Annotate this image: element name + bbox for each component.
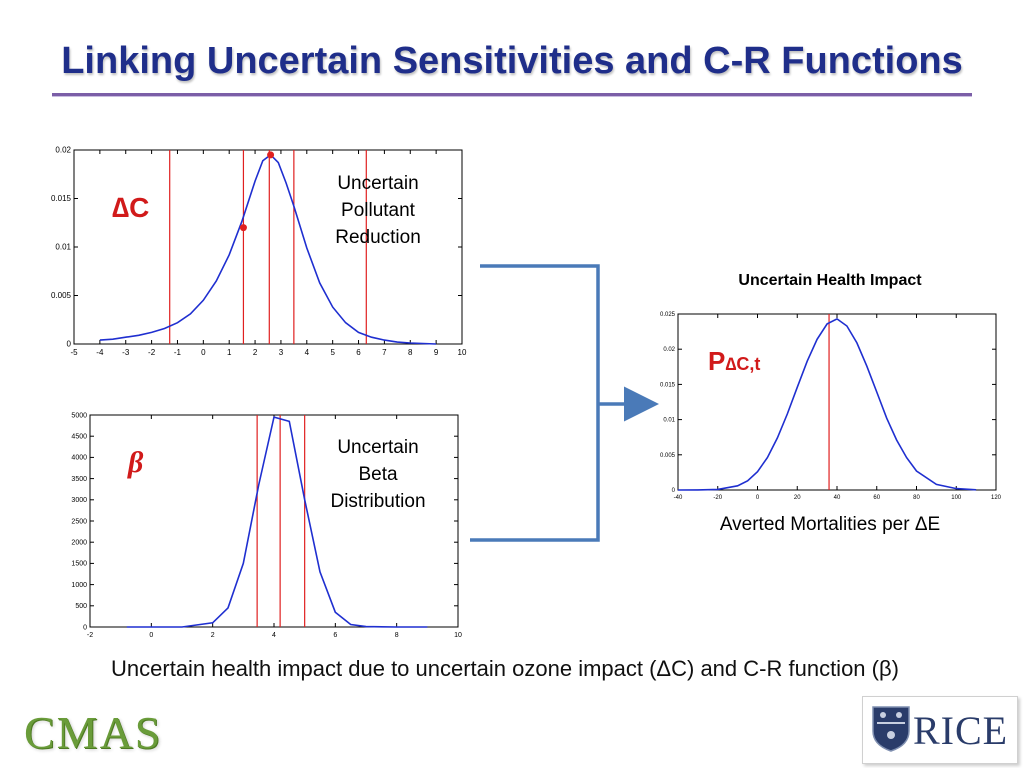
p-symbol-subscript: ∆C,t xyxy=(725,354,761,374)
x-tick-label: 0 xyxy=(149,632,153,639)
health-chart-title: Uncertain Health Impact xyxy=(738,272,922,289)
series-line xyxy=(126,416,428,628)
x-tick-label: 2 xyxy=(211,632,215,639)
x-tick-label: 6 xyxy=(333,632,337,639)
rice-logo-text: RICE xyxy=(913,708,1009,753)
x-tick-label: 7 xyxy=(382,348,387,357)
x-tick-label: 1 xyxy=(227,348,232,357)
x-tick-label: 6 xyxy=(356,348,361,357)
title-divider-shadow xyxy=(52,96,972,97)
x-tick-label: 10 xyxy=(458,348,467,357)
pollutant-caption: Uncertain Pollutant Reduction xyxy=(318,170,438,251)
pollutant-caption-line-1: Uncertain xyxy=(337,173,419,194)
beta-caption-line-2: Beta xyxy=(358,464,398,485)
y-tick-label: 0 xyxy=(672,488,676,494)
x-tick-label: -2 xyxy=(148,348,156,357)
y-tick-label: 500 xyxy=(75,603,87,610)
beta-caption-line-1: Uncertain xyxy=(337,437,419,458)
plot-frame xyxy=(73,149,463,345)
x-tick-label: 4 xyxy=(305,348,310,357)
health-chart: -40 -20 0 20 40 60 80 100 120 0 0.005 0.01 0.015 0.02… xyxy=(660,312,1002,501)
cmas-logo: CMAS xyxy=(24,707,163,758)
x-tick-label: 120 xyxy=(991,495,1002,501)
slide-title: Linking Uncertain Sensitivities and C-R … xyxy=(61,40,963,82)
x-tick-label: 0 xyxy=(201,348,206,357)
x-tick-label: 20 xyxy=(794,495,801,501)
y-tick-label: 2500 xyxy=(71,518,87,525)
y-tick-label: 3000 xyxy=(71,497,87,504)
marker-point xyxy=(239,224,247,232)
y-tick-label: 0.02 xyxy=(55,146,71,155)
y-tick-label: 1000 xyxy=(71,582,87,589)
x-tick-label: -5 xyxy=(70,348,78,357)
y-tick-label: 0.01 xyxy=(55,243,71,252)
x-tick-label: 8 xyxy=(395,632,399,639)
beta-caption: Uncertain Beta Distribution xyxy=(318,434,438,515)
plot-frame xyxy=(89,414,459,628)
y-tick-label: 2000 xyxy=(71,540,87,547)
x-tick-label: 10 xyxy=(454,632,462,639)
delta-c-symbol: ∆C xyxy=(112,192,150,223)
connector-top-line xyxy=(470,264,600,542)
y-tick-label: 0.025 xyxy=(660,312,676,318)
p-symbol-letter: P xyxy=(708,346,726,376)
x-tick-label: 60 xyxy=(873,495,880,501)
bottom-caption: Uncertain health impact due to uncertain… xyxy=(111,656,899,681)
y-tick-label: 1500 xyxy=(71,561,87,568)
beta-caption-line-3: Distribution xyxy=(330,491,426,512)
health-x-label: Averted Mortalities per ΔE xyxy=(719,514,941,535)
x-tick-label: -4 xyxy=(96,348,104,357)
beta-chart: -2 0 2 4 6 8 100500100015002000250030003500400… xyxy=(71,412,462,639)
y-tick-label: 3500 xyxy=(71,476,87,483)
y-tick-label: 0.015 xyxy=(660,382,676,388)
x-tick-label: 5 xyxy=(330,348,335,357)
rice-logo: RICE xyxy=(862,696,1018,764)
x-tick-label: 100 xyxy=(951,495,962,501)
x-tick-label: 4 xyxy=(272,632,276,639)
x-tick-label: 40 xyxy=(834,495,841,501)
marker-point xyxy=(267,151,275,159)
x-tick-label: -2 xyxy=(87,632,93,639)
y-tick-label: 4000 xyxy=(71,455,87,462)
x-tick-label: 8 xyxy=(408,348,413,357)
y-tick-label: 0.015 xyxy=(51,194,72,203)
beta-symbol: β xyxy=(128,446,144,479)
pollutant-caption-line-2: Pollutant xyxy=(341,200,415,221)
y-tick-label: 0 xyxy=(67,340,72,349)
series-line xyxy=(677,317,977,491)
y-tick-label: 0.005 xyxy=(660,453,676,459)
y-tick-label: 4500 xyxy=(71,434,87,441)
x-tick-label: -3 xyxy=(122,348,130,357)
x-tick-label: -40 xyxy=(674,495,683,501)
rice-shield-icon xyxy=(872,706,910,752)
p-symbol: P∆C,t xyxy=(708,346,760,377)
x-tick-label: 0 xyxy=(756,495,760,501)
plot-frame xyxy=(677,313,997,491)
y-tick-label: 0 xyxy=(83,624,87,631)
x-tick-label: -1 xyxy=(174,348,182,357)
x-tick-label: 3 xyxy=(279,348,284,357)
x-tick-label: -20 xyxy=(713,495,722,501)
delta-c-chart: -5 -4 -3 -2 -1 0 1 2 3 4 5 6 7 8 9 10 0 0.005 0.01 0.015 0.0… xyxy=(51,146,467,357)
y-tick-label: 5000 xyxy=(71,412,87,419)
x-tick-label: 2 xyxy=(253,348,258,357)
x-tick-label: 9 xyxy=(434,348,439,357)
y-tick-label: 0.01 xyxy=(663,418,675,424)
y-tick-label: 0.005 xyxy=(51,291,72,300)
pollutant-caption-line-3: Reduction xyxy=(335,227,421,248)
y-tick-label: 0.02 xyxy=(663,347,675,353)
x-tick-label: 80 xyxy=(913,495,920,501)
title-divider xyxy=(52,93,972,96)
